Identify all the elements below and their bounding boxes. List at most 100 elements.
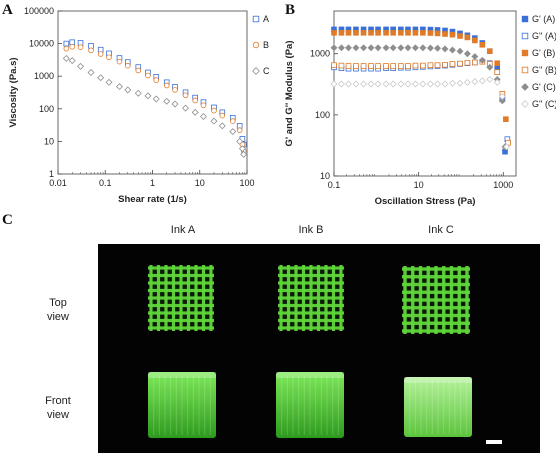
data-point bbox=[124, 86, 132, 94]
data-point bbox=[494, 60, 501, 67]
series-g-c- bbox=[330, 75, 511, 151]
data-point bbox=[69, 39, 76, 46]
data-point bbox=[172, 87, 178, 93]
data-point bbox=[411, 44, 419, 52]
data-point bbox=[63, 40, 70, 47]
data-point bbox=[368, 29, 374, 36]
x-tick-label: 100 bbox=[239, 178, 254, 188]
data-point bbox=[398, 63, 404, 69]
series-g-b- bbox=[331, 29, 509, 122]
column-header-ink-c: Ink C bbox=[428, 224, 454, 236]
y-tick-label: 1000 bbox=[310, 49, 330, 59]
series-a bbox=[63, 39, 247, 148]
data-point bbox=[390, 63, 396, 69]
data-point bbox=[382, 44, 390, 52]
legend-label: G'' (A) bbox=[532, 31, 556, 41]
data-point bbox=[152, 95, 160, 103]
data-point bbox=[252, 15, 260, 23]
data-point bbox=[353, 29, 359, 36]
data-point bbox=[486, 63, 494, 71]
x-tick-label: 0.01 bbox=[49, 178, 67, 188]
data-point bbox=[337, 44, 345, 52]
x-tick-label: 1000 bbox=[493, 180, 513, 190]
data-point bbox=[398, 29, 404, 36]
data-point bbox=[353, 63, 359, 69]
data-point bbox=[457, 60, 463, 67]
data-point bbox=[405, 63, 411, 69]
data-series-group bbox=[330, 26, 511, 155]
data-point bbox=[442, 61, 448, 68]
row-header-front-view-text: Front view bbox=[45, 395, 71, 421]
row-header-front-view: Front view bbox=[28, 394, 88, 422]
data-point bbox=[404, 44, 412, 52]
column-header-ink-b: Ink B bbox=[298, 224, 324, 236]
data-point bbox=[338, 62, 345, 69]
data-point bbox=[383, 63, 389, 69]
y-tick-label: 1 bbox=[49, 169, 54, 179]
scaffold-front-view-b bbox=[276, 372, 344, 438]
data-point bbox=[456, 47, 464, 55]
y-tick-label: 10000 bbox=[29, 39, 54, 49]
data-point bbox=[77, 44, 84, 50]
data-point bbox=[252, 41, 260, 49]
data-point bbox=[144, 92, 152, 100]
data-point bbox=[471, 78, 479, 86]
scale-bar bbox=[486, 440, 502, 444]
data-point bbox=[229, 118, 236, 124]
series-g-a- bbox=[331, 58, 511, 142]
data-point bbox=[382, 80, 390, 88]
x-tick-label: 1 bbox=[150, 178, 155, 188]
data-point bbox=[442, 31, 448, 37]
data-point bbox=[463, 78, 471, 86]
data-point bbox=[464, 34, 471, 41]
printed-scaffolds bbox=[148, 265, 472, 438]
data-series-group bbox=[62, 39, 248, 158]
data-point bbox=[521, 100, 529, 108]
data-point bbox=[441, 45, 449, 53]
data-point bbox=[498, 92, 506, 100]
legend-label: C bbox=[263, 66, 270, 76]
data-point bbox=[145, 72, 151, 79]
data-point bbox=[426, 80, 434, 88]
data-point bbox=[427, 62, 434, 68]
data-point bbox=[182, 104, 189, 112]
legend-label: G'' (C) bbox=[532, 99, 556, 109]
y-tick-label: 10 bbox=[320, 171, 330, 181]
series-b bbox=[63, 43, 247, 155]
data-point bbox=[471, 53, 479, 60]
data-point bbox=[434, 44, 442, 52]
data-point bbox=[404, 80, 412, 88]
data-point bbox=[390, 29, 396, 36]
data-point bbox=[238, 145, 246, 153]
plot-frame bbox=[57, 10, 248, 175]
data-point bbox=[389, 80, 397, 88]
data-point bbox=[88, 47, 94, 54]
data-point bbox=[210, 117, 218, 125]
y-tick-label: 100000 bbox=[24, 6, 54, 16]
data-point bbox=[236, 127, 243, 134]
data-point bbox=[352, 80, 360, 88]
data-point bbox=[367, 80, 375, 88]
data-point bbox=[441, 80, 449, 88]
row-header-top-view-text: Top view bbox=[46, 297, 69, 323]
data-point bbox=[153, 77, 160, 83]
scaffold-top-view bbox=[148, 265, 214, 331]
y-tick-label: 10 bbox=[44, 136, 54, 146]
data-point bbox=[368, 63, 374, 69]
data-point bbox=[449, 31, 456, 38]
data-point bbox=[331, 29, 337, 36]
data-point bbox=[503, 143, 511, 151]
data-point bbox=[479, 41, 486, 48]
data-point bbox=[521, 15, 529, 23]
data-point bbox=[62, 54, 70, 62]
data-point bbox=[360, 29, 367, 36]
scaffold-front-view-a bbox=[148, 372, 216, 438]
data-point bbox=[182, 92, 189, 99]
data-point bbox=[456, 79, 464, 87]
data-point bbox=[374, 44, 382, 52]
data-point bbox=[419, 44, 427, 52]
data-point bbox=[521, 66, 529, 74]
data-point bbox=[345, 63, 352, 69]
data-point bbox=[411, 80, 419, 88]
data-point bbox=[69, 43, 76, 50]
